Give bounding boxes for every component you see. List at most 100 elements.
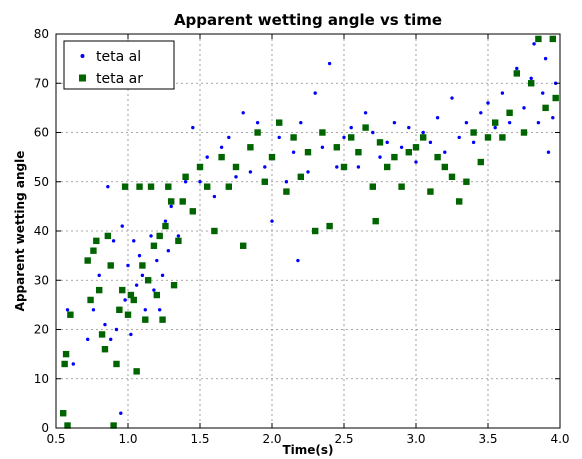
- x-tick-label: 2.5: [334, 432, 353, 446]
- teta-al-point: [157, 308, 162, 312]
- teta-ar-point: [398, 183, 405, 190]
- teta-ar-point: [196, 163, 204, 171]
- teta-al-point: [263, 165, 267, 169]
- teta-ar-point: [84, 257, 91, 264]
- teta-al-point: [284, 180, 289, 184]
- y-tick-label: 60: [34, 126, 49, 140]
- teta-al-point: [123, 298, 127, 302]
- teta-ar-point: [165, 183, 172, 190]
- teta-ar-point: [362, 124, 369, 131]
- teta-ar-point: [87, 296, 94, 304]
- teta-ar-point: [549, 35, 556, 43]
- teta-al-point: [291, 150, 296, 154]
- teta-al-point: [299, 120, 303, 125]
- teta-ar-point: [142, 316, 149, 323]
- teta-al-point: [163, 219, 168, 223]
- teta-ar-point: [499, 134, 506, 141]
- teta-al-point: [471, 140, 476, 145]
- teta-al-point: [166, 249, 171, 253]
- teta-al-point: [255, 120, 260, 125]
- teta-al-point: [152, 288, 156, 292]
- teta-al-point: [306, 170, 310, 174]
- teta-ar-point: [119, 286, 126, 294]
- teta-ar-point: [156, 232, 163, 240]
- x-tick-label: 3.5: [478, 432, 497, 446]
- teta-ar-point: [384, 163, 391, 171]
- teta-al-point: [103, 322, 107, 327]
- teta-ar-point: [372, 217, 379, 225]
- teta-ar-point: [276, 119, 283, 126]
- teta-al-point: [111, 239, 116, 243]
- teta-ar-point: [376, 139, 384, 146]
- teta-al-point: [149, 234, 153, 238]
- teta-ar-point: [254, 129, 261, 136]
- teta-al-point: [227, 135, 231, 140]
- teta-al-point: [191, 125, 195, 130]
- teta-ar-point: [456, 198, 463, 205]
- teta-al-point: [541, 91, 545, 95]
- teta-al-point: [551, 116, 555, 120]
- teta-al-point: [134, 283, 139, 287]
- teta-ar-point: [211, 227, 218, 235]
- teta-al-point: [414, 160, 418, 164]
- teta-al-point: [515, 66, 519, 71]
- teta-al-point: [500, 91, 505, 95]
- x-tick-label: 3.0: [406, 432, 425, 446]
- teta-al-point: [85, 337, 90, 342]
- teta-ar-point: [340, 163, 348, 171]
- teta-al-point: [212, 194, 217, 199]
- teta-al-point: [313, 91, 317, 95]
- legend: teta al teta ar: [63, 40, 175, 90]
- legend-marker-teta-ar: [79, 74, 86, 82]
- teta-ar-point: [104, 232, 112, 240]
- teta-ar-point: [150, 242, 158, 249]
- teta-ar-point: [240, 242, 247, 249]
- teta-ar-point: [225, 183, 232, 190]
- legend-label: teta ar: [96, 71, 143, 87]
- teta-ar-point: [159, 316, 166, 323]
- teta-ar-point: [133, 368, 140, 375]
- teta-ar-point: [513, 70, 520, 77]
- teta-al-point: [234, 175, 238, 179]
- teta-ar-point: [326, 222, 333, 230]
- teta-al-point: [114, 327, 119, 332]
- x-tick-label: 4.0: [550, 432, 569, 446]
- teta-al-point: [486, 101, 490, 105]
- teta-ar-point: [492, 119, 499, 126]
- teta-ar-point: [179, 198, 186, 205]
- teta-al-point: [479, 111, 483, 115]
- teta-ar-point: [297, 173, 304, 181]
- teta-al-point: [129, 332, 133, 337]
- teta-ar-point: [520, 129, 528, 136]
- teta-al-point: [140, 273, 145, 278]
- teta-ar-point: [477, 158, 484, 166]
- teta-al-point: [457, 135, 461, 140]
- teta-ar-point: [62, 350, 70, 358]
- teta-ar-point: [168, 198, 175, 205]
- teta-ar-point: [98, 331, 106, 338]
- teta-ar-point: [448, 173, 456, 181]
- teta-ar-point: [261, 178, 268, 185]
- teta-ar-point: [130, 296, 137, 304]
- teta-al-point: [335, 165, 339, 169]
- teta-ar-point: [420, 134, 427, 141]
- teta-al-point: [132, 239, 136, 243]
- teta-al-point: [241, 111, 245, 115]
- teta-al-point: [97, 273, 101, 278]
- teta-ar-point: [506, 109, 513, 116]
- teta-al-point: [399, 145, 404, 149]
- teta-ar-point: [552, 94, 559, 102]
- teta-ar-point: [290, 134, 297, 141]
- teta-al-point: [219, 145, 224, 149]
- teta-al-point: [385, 140, 389, 145]
- teta-al-point: [342, 135, 346, 140]
- teta-al-point: [106, 184, 110, 189]
- teta-al-point: [270, 219, 274, 223]
- teta-al-point: [450, 96, 454, 100]
- teta-ar-point: [348, 134, 355, 141]
- teta-ar-point: [535, 35, 542, 43]
- teta-al-point: [91, 308, 96, 312]
- teta-al-point: [160, 273, 165, 278]
- teta-al-point: [155, 258, 159, 263]
